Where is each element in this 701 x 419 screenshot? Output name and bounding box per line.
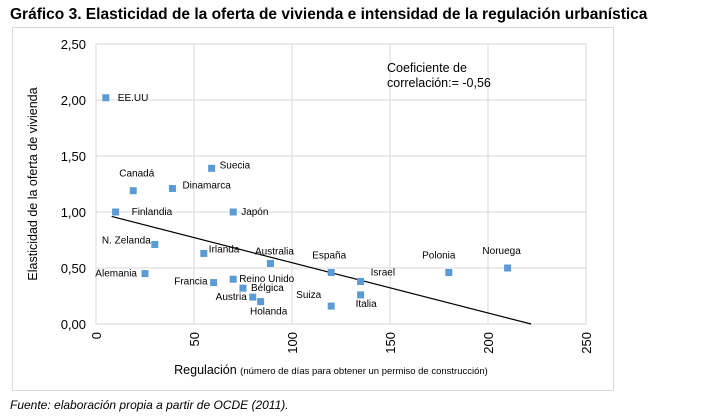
x-tick-label: 100 [285, 332, 300, 354]
data-point [239, 284, 247, 292]
x-tick-label: 150 [383, 332, 398, 354]
data-point [357, 277, 365, 285]
x-tick-label: 50 [187, 332, 202, 346]
data-point-label: Austria [216, 292, 248, 303]
data-point-label: Noruega [482, 246, 521, 257]
y-tick-label: 0,50 [61, 261, 86, 276]
data-point-label: Canadá [119, 169, 154, 180]
data-point [102, 94, 110, 102]
y-tick-label: 0,00 [61, 317, 86, 332]
trend-line [111, 215, 532, 325]
y-axis-label: Elasticidad de la oferta de vivienda [26, 87, 40, 280]
data-point [229, 208, 237, 216]
source-note: Fuente: elaboración propia a partir de O… [10, 398, 289, 412]
data-point-label: Reino Unido [239, 274, 294, 285]
data-point [266, 260, 274, 268]
x-tick-label: 0 [89, 332, 104, 339]
data-point [249, 293, 257, 301]
y-tick-label: 2,00 [61, 93, 86, 108]
data-point [112, 208, 120, 216]
data-point-label: Dinamarca [182, 180, 231, 191]
data-point-label: Polonia [422, 250, 456, 261]
data-point-label: Suiza [296, 290, 321, 301]
data-point [151, 240, 159, 248]
data-point [168, 184, 176, 192]
data-point [229, 275, 237, 283]
data-point-label: Alemania [95, 269, 137, 280]
data-point [129, 187, 137, 195]
x-tick-label: 250 [579, 332, 594, 354]
chart-frame [12, 27, 614, 391]
data-point-label: Holanda [250, 307, 288, 318]
data-point-label: Italia [356, 299, 378, 310]
data-point-label: Japón [241, 207, 268, 218]
data-point-label: Australia [255, 247, 294, 258]
data-point [257, 298, 265, 306]
y-tick-label: 2,50 [61, 37, 86, 52]
chart-title: Gráfico 3. Elasticidad de la oferta de v… [10, 6, 648, 23]
correlation-annotation: correlación:= -0,56 [387, 76, 491, 90]
data-point [210, 279, 218, 287]
data-point [208, 164, 216, 172]
data-point [327, 302, 335, 310]
data-point [200, 249, 208, 257]
x-tick-label: 200 [481, 332, 496, 354]
data-point-label: N. Zelanda [102, 235, 151, 246]
data-point-label: EE.UU [118, 93, 149, 104]
data-point [327, 268, 335, 276]
y-tick-label: 1,50 [61, 149, 86, 164]
x-axis-label-note: (número de días para obtener un permiso … [240, 366, 488, 377]
data-point [504, 264, 512, 272]
data-point [141, 270, 149, 278]
data-point-label: Finlandia [132, 207, 173, 218]
correlation-annotation: Coeficiente de [387, 61, 467, 75]
data-point-label: Francia [174, 277, 208, 288]
data-point-label: Irlanda [209, 244, 240, 255]
x-axis-label: Regulación (número de días para obtener … [174, 363, 488, 377]
data-point-label: España [312, 250, 346, 261]
data-point [357, 291, 365, 299]
data-point-label: Suecia [220, 160, 251, 171]
data-point-label: Israel [371, 267, 395, 278]
data-point [445, 268, 453, 276]
y-tick-label: 1,00 [61, 205, 86, 220]
data-point-label: Bélgica [251, 283, 284, 294]
x-axis-label-main: Regulación [174, 363, 240, 377]
